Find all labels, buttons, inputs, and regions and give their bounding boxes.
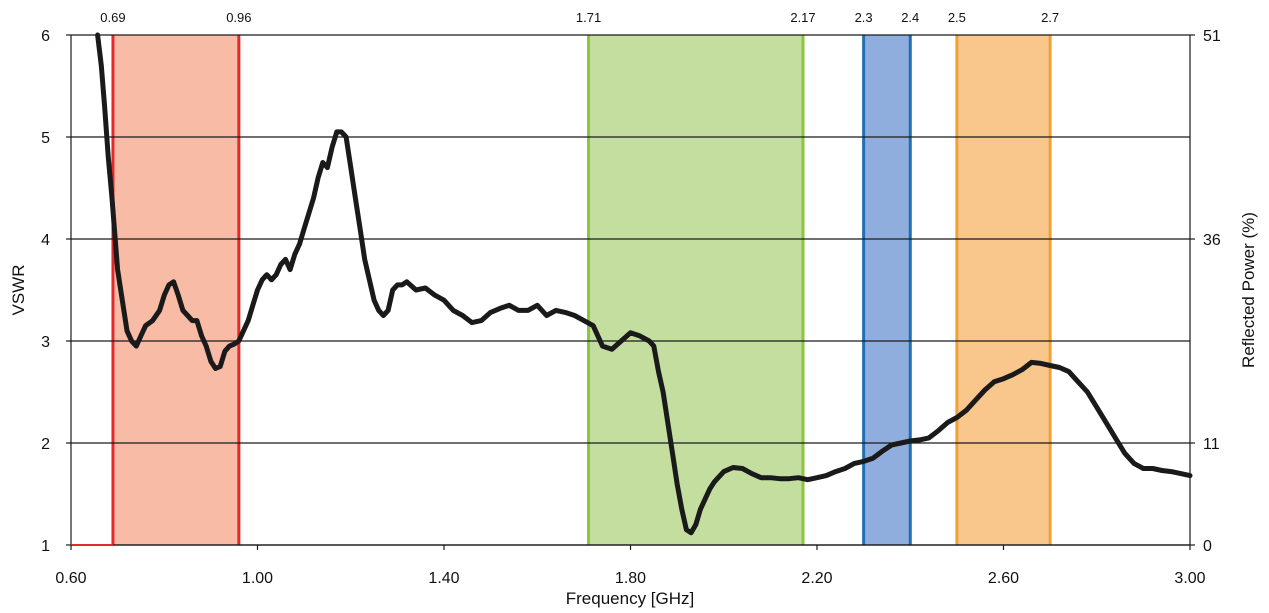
y-tick-label-4: 4 <box>41 232 50 249</box>
band-2-start-label: 2.3 <box>855 10 873 25</box>
y-tick-label-6: 6 <box>41 28 50 45</box>
y2-axis-title: Reflected Power (%) <box>1239 212 1258 368</box>
y2-tick-label-36: 36 <box>1203 232 1221 249</box>
band-2-end-label: 2.4 <box>901 10 919 25</box>
band-0-start-label: 0.69 <box>100 10 125 25</box>
band-0-end-label: 0.96 <box>226 10 251 25</box>
band-3-end-label: 2.7 <box>1041 10 1059 25</box>
x-tick-label-2.60: 2.60 <box>988 570 1019 587</box>
vswr-series <box>95 32 1193 536</box>
x-tick-label-0.60: 0.60 <box>55 570 86 587</box>
band-3-start-label: 2.5 <box>948 10 966 25</box>
x-tick-label-2.20: 2.20 <box>801 570 832 587</box>
band-1-fill <box>588 35 804 545</box>
y-tick-label-5: 5 <box>41 130 50 147</box>
y2-tick-label-11: 11 <box>1203 436 1220 453</box>
y-tick-label-3: 3 <box>41 334 50 351</box>
band-1-start-label: 1.71 <box>576 10 601 25</box>
y2-tick-label-0: 0 <box>1203 538 1212 555</box>
tick-labels: 0.60 1.00 1.40 1.80 2.20 2.60 3.00 1 2 3 4 5 6 0 11 36 5… <box>41 28 1221 587</box>
y-axis-title: VSWR <box>9 265 28 316</box>
y-tick-label-1: 1 <box>41 538 50 555</box>
frequency-bands: 0.69 0.96 1.71 2.17 2.3 2.4 2.5 2.7 <box>100 10 1059 545</box>
band-1-end-label: 2.17 <box>790 10 815 25</box>
y2-tick-label-51: 51 <box>1203 28 1221 45</box>
x-axis-title: Frequency [GHz] <box>566 589 695 608</box>
x-tick-label-1.00: 1.00 <box>242 570 273 587</box>
band-2-fill <box>863 35 911 545</box>
x-tick-label-1.40: 1.40 <box>428 570 459 587</box>
band-3-fill <box>956 35 1051 545</box>
y-tick-label-2: 2 <box>41 436 50 453</box>
x-tick-label-3.00: 3.00 <box>1174 570 1205 587</box>
x-tick-label-1.80: 1.80 <box>615 570 646 587</box>
series-0-line <box>95 32 1193 536</box>
